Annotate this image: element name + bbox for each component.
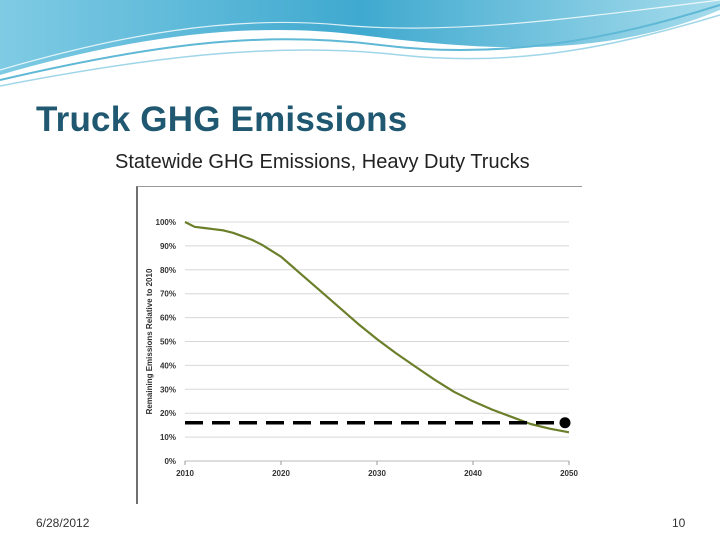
x-tick-label: 2050 <box>560 469 578 478</box>
series-layer <box>184 221 570 434</box>
y-tick-label: 40% <box>160 361 176 370</box>
y-tick-labels: 0% 10% 20% 30% 40% 50% 60% 70% 80% 90% 100% <box>156 218 176 466</box>
y-axis-title: Remaining Emissions Relative to 2010 <box>145 268 154 414</box>
chart-frame: 0% 10% 20% 30% 40% 50% 60% 70% 80% 90% 100% 2010 20… <box>136 186 582 504</box>
x-tick-label: 2040 <box>464 469 482 478</box>
x-tick-label: 2020 <box>272 469 290 478</box>
chart-subtitle: Statewide GHG Emissions, Heavy Duty Truc… <box>115 151 530 173</box>
y-tick-label: 70% <box>160 290 176 299</box>
y-tick-label: 80% <box>160 266 176 275</box>
slide-title: Truck GHG Emissions <box>36 100 408 139</box>
y-tick-label: 10% <box>160 433 176 442</box>
x-tick-labels: 2010 2020 2030 2040 2050 <box>176 469 578 478</box>
y-tick-label: 50% <box>160 338 176 347</box>
y-tick-label: 0% <box>164 457 176 466</box>
emissions-line-chart: 0%10%20%30%40%50%60%70%80%90%100% 2010 20… <box>145 218 578 478</box>
header-wave-decoration <box>0 0 720 87</box>
x-tick-label: 2010 <box>176 469 194 478</box>
target-endpoint-dot <box>559 417 571 429</box>
target-layer <box>185 417 571 429</box>
x-tick-label: 2030 <box>368 469 386 478</box>
y-tick-label: 30% <box>160 385 176 394</box>
y-tick-label: 90% <box>160 242 176 251</box>
page-number: 10 <box>672 516 686 530</box>
footer-date: 6/28/2012 <box>36 516 90 530</box>
grid-lines <box>184 221 570 465</box>
y-tick-label: 60% <box>160 314 176 323</box>
y-tick-label: 100% <box>156 218 176 227</box>
y-tick-label: 20% <box>160 409 176 418</box>
emissions-series-line <box>184 221 570 434</box>
